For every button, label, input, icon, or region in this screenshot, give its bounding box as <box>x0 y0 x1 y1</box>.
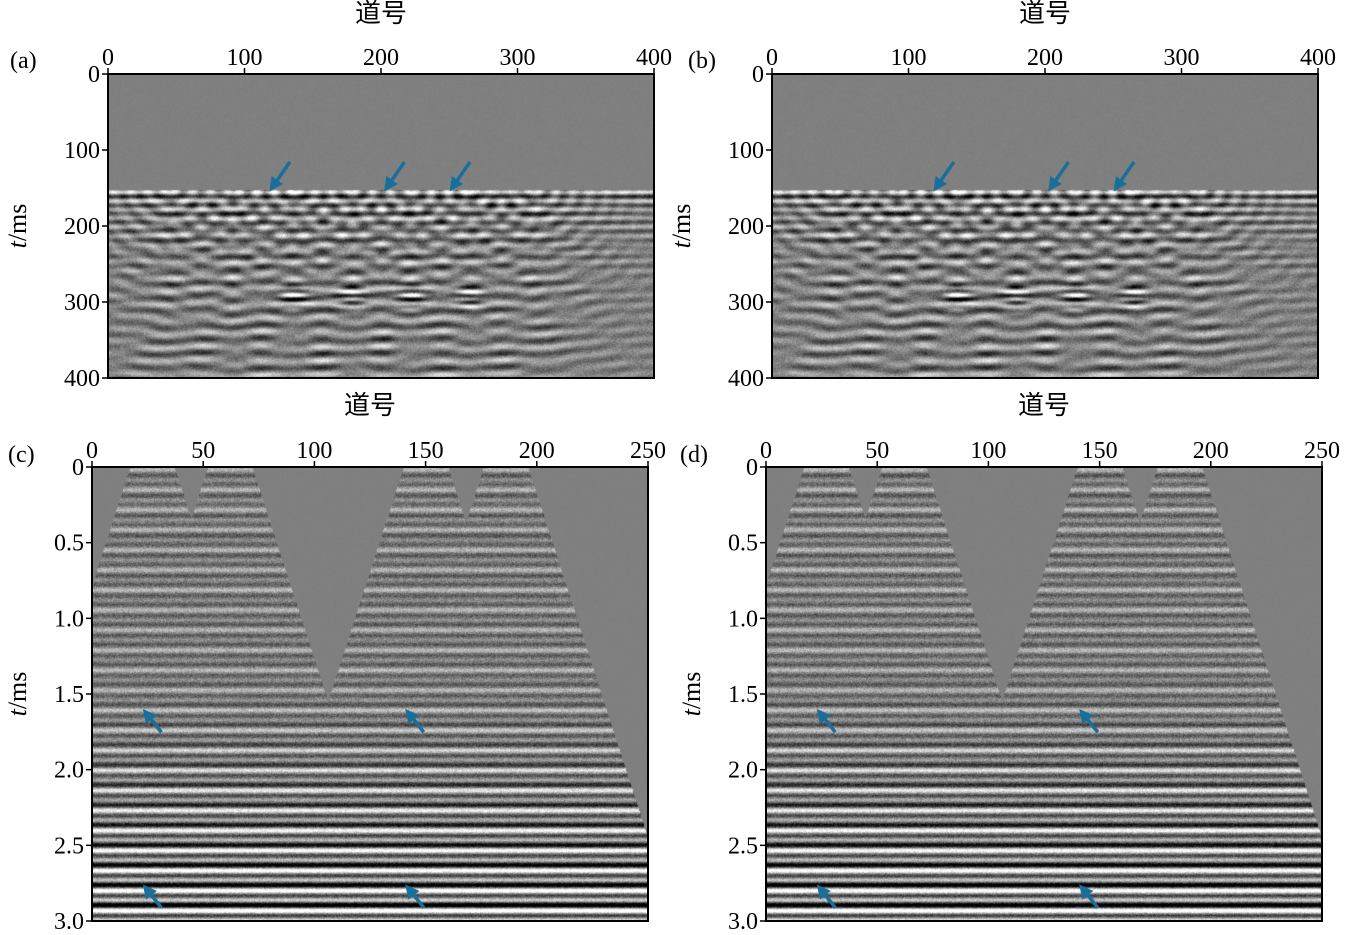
x-tick-label: 400 <box>1300 45 1336 71</box>
x-tick-label: 150 <box>408 438 444 464</box>
annotation-arrow <box>405 708 426 734</box>
annotation-arrow <box>816 884 837 909</box>
panel-label: (c) <box>8 442 35 468</box>
x-tick-label: 200 <box>519 438 555 464</box>
seismic-image <box>772 74 1318 378</box>
x-tick-label: 150 <box>1082 438 1118 464</box>
y-tick-label: 200 <box>728 214 764 240</box>
x-tick-label: 300 <box>500 45 536 71</box>
annotation-arrow <box>1079 884 1100 909</box>
x-tick-label: 0 <box>760 438 772 464</box>
x-tick-label: 100 <box>296 438 332 464</box>
y-tick-label: 0.5 <box>54 531 84 557</box>
x-axis-title: 道号 <box>1019 0 1071 28</box>
x-tick-label: 200 <box>363 45 399 71</box>
x-tick-label: 100 <box>227 45 263 71</box>
x-tick-label: 200 <box>1027 45 1063 71</box>
annotation-arrow <box>933 161 956 192</box>
annotation-arrow <box>449 161 472 192</box>
x-tick-label: 100 <box>891 45 927 71</box>
x-tick-label: 250 <box>630 438 666 464</box>
x-axis-title: 道号 <box>355 0 407 28</box>
annotation-arrow <box>142 708 163 734</box>
x-tick-label: 0 <box>86 438 98 464</box>
seismic-image <box>92 467 648 921</box>
y-tick-label: 2.5 <box>54 833 84 859</box>
y-tick-label: 1.0 <box>728 606 758 632</box>
annotation-arrow <box>142 884 163 909</box>
y-tick-label: 0.5 <box>728 531 758 557</box>
seismic-image <box>108 74 654 378</box>
x-axis-title: 道号 <box>1018 391 1070 420</box>
y-tick-label: 300 <box>728 290 764 316</box>
x-axis-title: 道号 <box>344 391 396 420</box>
y-axis-title: t/ms <box>677 672 706 717</box>
y-tick-label: 1.5 <box>728 682 758 708</box>
panel-d: 0 50 100 150 200 250 0 0.5 1.0 1.5 2.0 2.5 3.0 道号 t/ms… <box>677 391 1340 935</box>
x-tick-label: 200 <box>1193 438 1229 464</box>
x-tick-label: 250 <box>1304 438 1340 464</box>
y-tick-label: 3.0 <box>728 909 758 935</box>
panel-c: 0 50 100 150 200 250 0 0.5 1.0 1.5 2.0 2.5 3.0 道号 t/ms… <box>3 391 666 935</box>
y-tick-label: 1.5 <box>54 682 84 708</box>
x-tick-label: 50 <box>191 438 215 464</box>
y-tick-label: 0 <box>72 455 84 481</box>
seismic-image <box>766 467 1322 921</box>
y-tick-label: 100 <box>64 138 100 164</box>
y-tick-label: 0 <box>746 455 758 481</box>
annotation-arrow <box>1048 161 1070 192</box>
y-tick-label: 400 <box>728 366 764 392</box>
y-tick-label: 2.0 <box>54 758 84 784</box>
x-tick-label: 400 <box>636 45 672 71</box>
panel-label: (d) <box>680 442 708 468</box>
annotation-arrow <box>269 161 292 192</box>
annotation-arrow <box>1113 161 1136 192</box>
x-tick-label: 100 <box>970 438 1006 464</box>
panel-label: (a) <box>10 48 37 74</box>
annotation-arrow <box>1079 708 1100 734</box>
y-tick-label: 0 <box>88 62 100 88</box>
y-tick-label: 200 <box>64 214 100 240</box>
panel-label: (b) <box>688 48 716 74</box>
y-tick-label: 100 <box>728 138 764 164</box>
annotation-arrow <box>384 161 406 192</box>
y-tick-label: 300 <box>64 290 100 316</box>
y-tick-label: 2.0 <box>728 758 758 784</box>
annotation-arrow <box>405 884 426 909</box>
y-tick-label: 0 <box>752 62 764 88</box>
y-axis-title: t/ms <box>3 204 32 249</box>
x-tick-label: 0 <box>102 45 114 71</box>
x-tick-label: 0 <box>766 45 778 71</box>
y-tick-label: 400 <box>64 366 100 392</box>
panel-a: 0 100 200 300 400 0 100 200 300 400 道号 t/ms (a) <box>3 0 672 392</box>
annotation-arrow <box>816 708 837 734</box>
y-tick-label: 3.0 <box>54 909 84 935</box>
y-tick-label: 1.0 <box>54 606 84 632</box>
y-tick-label: 2.5 <box>728 833 758 859</box>
y-axis-title: t/ms <box>3 672 32 717</box>
panel-b: 0 100 200 300 400 0 100 200 300 400 道号 t/ms (b) <box>667 0 1336 392</box>
x-tick-label: 300 <box>1164 45 1200 71</box>
y-axis-title: t/ms <box>667 204 696 249</box>
x-tick-label: 50 <box>865 438 889 464</box>
